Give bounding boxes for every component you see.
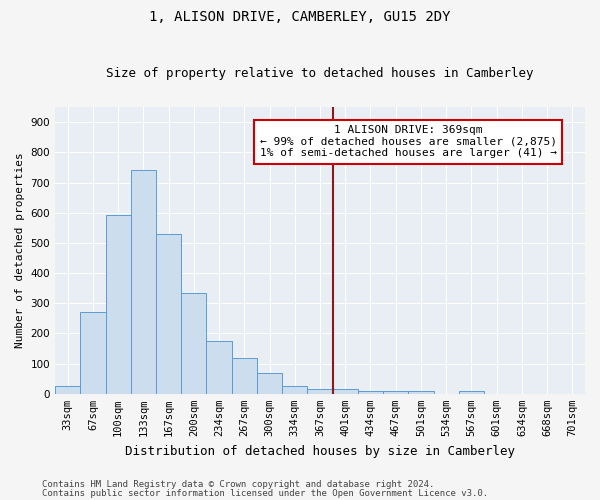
Bar xyxy=(181,292,206,394)
Title: Size of property relative to detached houses in Camberley: Size of property relative to detached ho… xyxy=(106,66,534,80)
X-axis label: Distribution of detached houses by size in Camberley: Distribution of detached houses by size … xyxy=(125,444,515,458)
Bar xyxy=(409,391,434,394)
Bar xyxy=(156,234,181,394)
Bar xyxy=(358,391,383,394)
Bar xyxy=(459,392,484,394)
Text: Contains public sector information licensed under the Open Government Licence v3: Contains public sector information licen… xyxy=(42,488,488,498)
Bar xyxy=(106,215,131,394)
Bar xyxy=(307,390,332,394)
Bar xyxy=(80,312,106,394)
Text: 1 ALISON DRIVE: 369sqm
← 99% of detached houses are smaller (2,875)
1% of semi-d: 1 ALISON DRIVE: 369sqm ← 99% of detached… xyxy=(260,125,557,158)
Bar xyxy=(206,341,232,394)
Bar xyxy=(282,386,307,394)
Bar xyxy=(131,170,156,394)
Bar xyxy=(383,391,409,394)
Text: 1, ALISON DRIVE, CAMBERLEY, GU15 2DY: 1, ALISON DRIVE, CAMBERLEY, GU15 2DY xyxy=(149,10,451,24)
Bar xyxy=(55,386,80,394)
Y-axis label: Number of detached properties: Number of detached properties xyxy=(15,152,25,348)
Bar xyxy=(332,390,358,394)
Bar xyxy=(232,358,257,394)
Text: Contains HM Land Registry data © Crown copyright and database right 2024.: Contains HM Land Registry data © Crown c… xyxy=(42,480,434,489)
Bar xyxy=(257,374,282,394)
